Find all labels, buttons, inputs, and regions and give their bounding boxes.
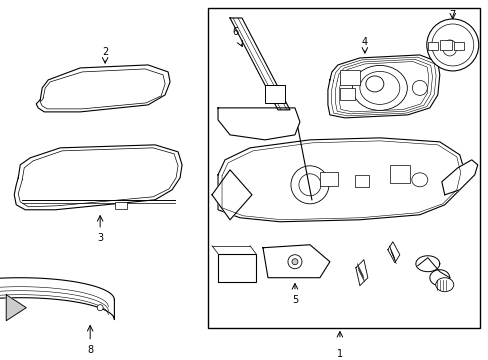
Polygon shape [218, 108, 299, 140]
Bar [339, 70, 359, 85]
Polygon shape [327, 55, 439, 118]
Bar [115, 202, 127, 209]
Bar [354, 175, 368, 187]
Polygon shape [14, 145, 182, 210]
Text: 7: 7 [449, 10, 455, 20]
Polygon shape [263, 245, 329, 278]
Polygon shape [6, 295, 26, 321]
Text: 3: 3 [97, 233, 103, 243]
Circle shape [287, 255, 301, 269]
Bar [453, 42, 463, 50]
Polygon shape [387, 242, 399, 263]
Polygon shape [218, 138, 464, 222]
Text: 1: 1 [336, 348, 342, 359]
Circle shape [291, 259, 297, 265]
Text: 6: 6 [231, 27, 238, 37]
Text: 4: 4 [361, 37, 367, 47]
Bar [319, 172, 337, 186]
Polygon shape [355, 260, 367, 286]
Bar [264, 85, 285, 103]
Bar [389, 165, 409, 183]
Bar [218, 254, 255, 282]
Ellipse shape [365, 76, 383, 92]
Polygon shape [36, 65, 170, 112]
Ellipse shape [290, 166, 328, 204]
Bar [207, 8, 479, 328]
Ellipse shape [442, 40, 456, 56]
Circle shape [426, 19, 478, 71]
Bar [439, 40, 451, 50]
Ellipse shape [352, 66, 407, 111]
Circle shape [431, 24, 473, 66]
Text: 2: 2 [102, 47, 108, 57]
Polygon shape [0, 278, 114, 320]
Ellipse shape [411, 80, 427, 95]
Ellipse shape [435, 278, 453, 292]
Polygon shape [212, 170, 251, 220]
Text: 8: 8 [87, 345, 93, 355]
Ellipse shape [411, 173, 427, 187]
Circle shape [97, 305, 103, 311]
Bar [339, 88, 354, 100]
Polygon shape [229, 18, 289, 110]
Polygon shape [441, 160, 477, 195]
Bar [427, 42, 437, 50]
Ellipse shape [298, 174, 320, 196]
Text: 5: 5 [291, 295, 298, 305]
Ellipse shape [359, 71, 399, 104]
